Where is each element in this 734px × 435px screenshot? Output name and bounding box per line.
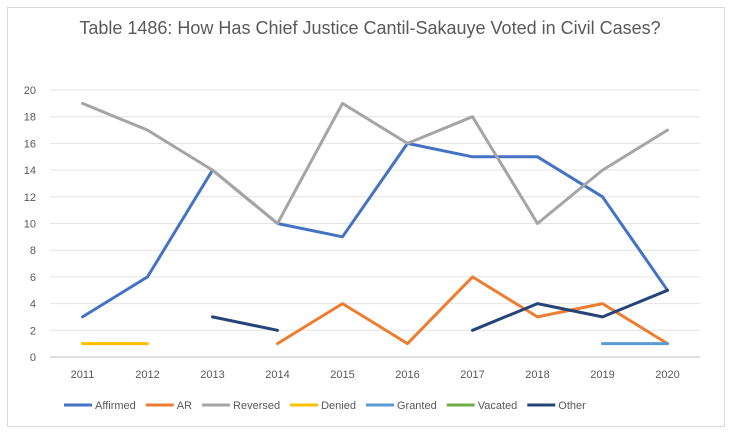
legend-label: AR <box>177 400 192 412</box>
y-tick-label: 10 <box>24 219 36 231</box>
x-tick-label: 2020 <box>655 369 679 381</box>
legend-label: Granted <box>397 400 437 412</box>
x-tick-label: 2017 <box>460 369 484 381</box>
x-tick-label: 2018 <box>525 369 549 381</box>
x-tick-label: 2015 <box>330 369 354 381</box>
legend-item: Other <box>527 400 586 412</box>
legend-item: Granted <box>365 400 437 412</box>
y-tick-label: 8 <box>30 245 36 257</box>
y-tick-label: 0 <box>30 352 36 364</box>
series-lines <box>81 101 669 346</box>
y-tick-label: 20 <box>24 85 36 97</box>
legend-label: Vacated <box>478 400 518 412</box>
series-affirmed-line <box>81 141 669 319</box>
series-segment <box>81 141 669 319</box>
x-tick-label: 2019 <box>590 369 614 381</box>
series-ar-line <box>276 275 669 346</box>
x-axis-ticks: 2011 2012 2013 2014 2015 2016 2017 2018 2019 2020 <box>71 369 680 381</box>
x-tick-label: 2011 <box>71 369 95 381</box>
x-tick-label: 2014 <box>265 369 289 381</box>
y-tick-label: 12 <box>24 192 36 204</box>
legend-item: AR <box>145 400 192 412</box>
legend-item: Denied <box>290 400 356 412</box>
series-segment <box>81 101 669 225</box>
legend-item: Vacated <box>446 400 518 412</box>
legend: Affirmed AR Reversed Denied Granted Vacated Ot… <box>64 400 586 412</box>
y-tick-label: 2 <box>30 325 36 337</box>
series-segment <box>471 288 669 332</box>
legend-label: Reversed <box>233 400 280 412</box>
y-tick-label: 6 <box>30 272 36 284</box>
y-axis-ticks: 0 2 4 6 8 10 12 14 16 18 20 <box>24 85 36 364</box>
y-tick-label: 18 <box>24 112 36 124</box>
x-tick-label: 2013 <box>200 369 224 381</box>
legend-label: Affirmed <box>95 400 136 412</box>
series-segment <box>276 275 669 346</box>
legend-label: Other <box>558 400 586 412</box>
series-other-line <box>211 288 669 332</box>
legend-item: Reversed <box>202 400 280 412</box>
y-tick-label: 14 <box>24 165 36 177</box>
x-tick-label: 2012 <box>135 369 159 381</box>
x-tick-label: 2016 <box>395 369 419 381</box>
legend-item: Affirmed <box>64 400 136 412</box>
y-tick-label: 16 <box>24 138 36 150</box>
gridlines <box>50 89 700 358</box>
y-tick-label: 4 <box>30 299 36 311</box>
series-reversed-line <box>81 101 669 225</box>
series-segment <box>211 315 279 332</box>
legend-label: Denied <box>321 400 356 412</box>
chart-title: Table 1486: How Has Chief Justice Cantil… <box>79 18 661 38</box>
